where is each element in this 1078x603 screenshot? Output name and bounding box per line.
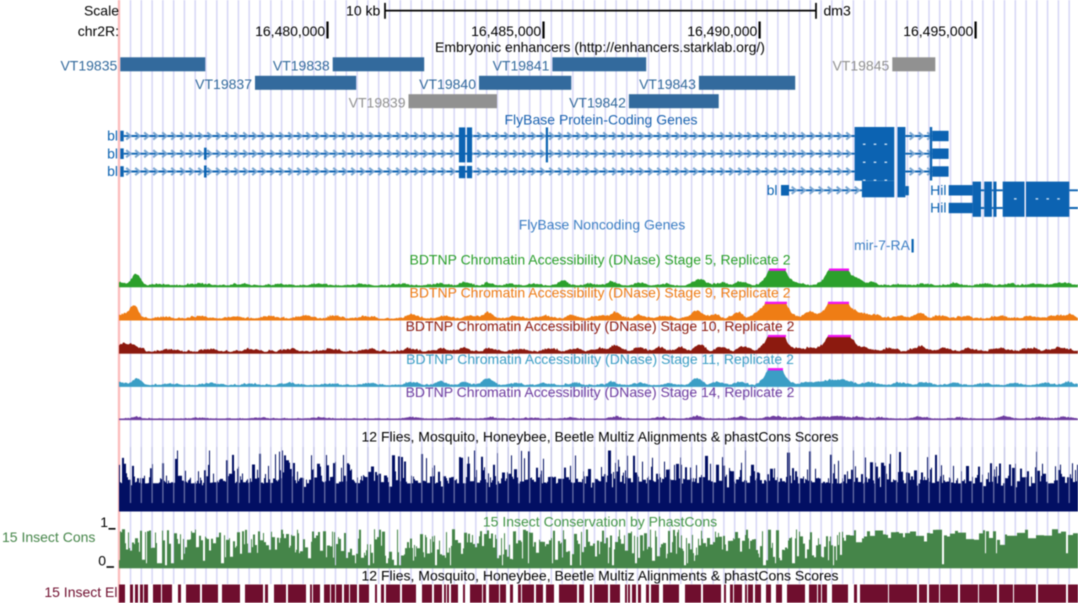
svg-text:VT19837: VT19837 <box>195 76 252 92</box>
svg-text:VT19840: VT19840 <box>419 76 476 92</box>
svg-text:VT19845: VT19845 <box>832 58 889 74</box>
svg-text:Scale: Scale <box>84 3 119 19</box>
svg-text:mir-7-RA: mir-7-RA <box>854 237 911 253</box>
svg-text:VT19842: VT19842 <box>569 94 626 110</box>
svg-text:VT19843: VT19843 <box>639 76 696 92</box>
svg-text:15 Insect Conservation by Phas: 15 Insect Conservation by PhastCons <box>483 514 717 530</box>
svg-text:chr2R:: chr2R: <box>78 23 119 39</box>
svg-text:15 Insect El: 15 Insect El <box>44 584 117 600</box>
svg-text:VT19838: VT19838 <box>273 58 330 74</box>
svg-text:10 kb: 10 kb <box>346 3 380 19</box>
svg-text:12 Flies, Mosquito, Honeybee,: 12 Flies, Mosquito, Honeybee, Beetle Mul… <box>361 429 838 445</box>
svg-text:BDTNP Chromatin Accessibility: BDTNP Chromatin Accessibility (DNase) St… <box>409 251 790 267</box>
svg-text:bl: bl <box>107 163 118 179</box>
svg-text:16,480,000: 16,480,000 <box>255 23 325 39</box>
svg-text:bl: bl <box>107 145 118 161</box>
svg-text:0: 0 <box>98 553 106 569</box>
svg-text:12 Flies, Mosquito, Honeybee,: 12 Flies, Mosquito, Honeybee, Beetle Mul… <box>361 568 838 584</box>
svg-text:16,490,000: 16,490,000 <box>687 23 757 39</box>
svg-text:VT19839: VT19839 <box>349 94 406 110</box>
svg-text:1: 1 <box>100 514 108 530</box>
svg-text:VT19835: VT19835 <box>60 58 117 74</box>
svg-text:Hil: Hil <box>930 200 946 216</box>
svg-text:16,485,000: 16,485,000 <box>471 23 541 39</box>
svg-text:BDTNP Chromatin Accessibility: BDTNP Chromatin Accessibility (DNase) St… <box>406 384 795 400</box>
svg-text:BDTNP Chromatin Accessibility: BDTNP Chromatin Accessibility (DNase) St… <box>409 285 790 301</box>
svg-text:VT19841: VT19841 <box>493 58 550 74</box>
svg-text:Embryonic enhancers (http://en: Embryonic enhancers (http://enhancers.st… <box>435 39 765 55</box>
svg-text:bl: bl <box>107 128 118 144</box>
svg-text:16,495,000: 16,495,000 <box>903 23 973 39</box>
svg-text:Hil: Hil <box>930 182 946 198</box>
svg-text:BDTNP Chromatin Accessibility: BDTNP Chromatin Accessibility (DNase) St… <box>406 318 795 334</box>
svg-text:FlyBase Protein-Coding Genes: FlyBase Protein-Coding Genes <box>505 112 698 128</box>
svg-text:BDTNP Chromatin Accessibility: BDTNP Chromatin Accessibility (DNase) St… <box>406 351 794 367</box>
svg-text:bl: bl <box>767 182 778 198</box>
svg-text:FlyBase Noncoding Genes: FlyBase Noncoding Genes <box>519 217 686 233</box>
svg-text:15 Insect Cons: 15 Insect Cons <box>2 529 95 545</box>
svg-text:dm3: dm3 <box>824 3 851 19</box>
